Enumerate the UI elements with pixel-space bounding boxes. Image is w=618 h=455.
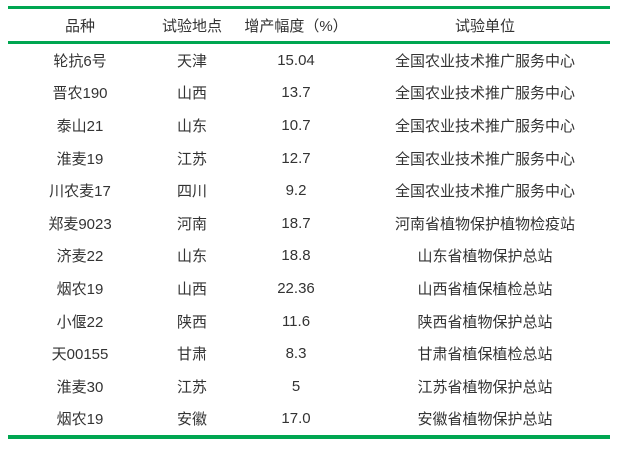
- cell-trial-unit: 安徽省植物保护总站: [417, 411, 553, 429]
- cell-trial-location: 江苏: [176, 150, 207, 168]
- table-row: 天00155 甘肃 8.3 甘肃省植保植检总站: [8, 337, 610, 370]
- cell-trial-unit: 全国农业技术推广服务中心: [394, 85, 575, 103]
- cell-variety: 济麦22: [56, 248, 104, 266]
- cell-trial-location: 山西: [176, 280, 207, 298]
- table-row: 淮麦30 江苏 5 江苏省植物保护总站: [8, 370, 610, 403]
- cell-trial-location: 河南: [176, 215, 207, 233]
- table-row: 烟农19 安徽 17.0 安徽省植物保护总站: [8, 403, 610, 438]
- table-row: 晋农190 山西 13.7 全国农业技术推广服务中心: [8, 77, 610, 110]
- cell-variety: 郑麦9023: [48, 215, 112, 233]
- cell-trial-location: 甘肃: [176, 346, 207, 364]
- cell-trial-unit: 陕西省植物保护总站: [417, 313, 553, 331]
- header-yield-increase: 增产幅度（%）: [244, 17, 348, 35]
- cell-yield-increase: 13.7: [281, 84, 311, 102]
- cell-yield-increase: 18.7: [281, 214, 311, 232]
- cell-variety: 川农麦17: [49, 183, 111, 201]
- wheat-trial-table: 品种 试验地点 增产幅度（%） 试验单位 轮抗6号 天津 15.04 全国农业技术推广…: [8, 6, 610, 440]
- table-row: 烟农19 山西 22.36 山西省植保植检总站: [8, 272, 610, 305]
- cell-variety: 轮抗6号: [53, 52, 107, 70]
- cell-trial-unit: 河南省植物保护植物检疫站: [394, 215, 575, 233]
- cell-trial-unit: 山东省植物保护总站: [417, 248, 553, 266]
- cell-variety: 淮麦19: [56, 150, 104, 168]
- cell-trial-location: 山东: [176, 248, 207, 266]
- cell-yield-increase: 9.2: [285, 182, 307, 200]
- cell-trial-location: 陕西: [176, 313, 207, 331]
- cell-variety: 天00155: [51, 346, 109, 364]
- cell-trial-unit: 全国农业技术推广服务中心: [394, 150, 575, 168]
- cell-variety: 晋农190: [52, 85, 108, 103]
- header-trial-location: 试验地点: [161, 17, 222, 35]
- cell-trial-unit: 全国农业技术推广服务中心: [394, 117, 575, 135]
- cell-trial-unit: 全国农业技术推广服务中心: [394, 183, 575, 201]
- cell-trial-location: 安徽: [176, 411, 207, 429]
- cell-trial-location: 山东: [176, 117, 207, 135]
- cell-trial-unit: 甘肃省植保植检总站: [417, 346, 553, 364]
- table-row: 小偃22 陕西 11.6 陕西省植物保护总站: [8, 305, 610, 338]
- cell-yield-increase: 5: [291, 377, 301, 395]
- cell-variety: 小偃22: [56, 313, 104, 331]
- cell-trial-unit: 全国农业技术推广服务中心: [394, 52, 575, 70]
- cell-variety: 淮麦30: [56, 378, 104, 396]
- cell-variety: 烟农19: [56, 280, 104, 298]
- cell-trial-unit: 山西省植保植检总站: [417, 280, 553, 298]
- header-row: 品种 试验地点 增产幅度（%） 试验单位: [8, 8, 610, 43]
- cell-yield-increase: 11.6: [281, 312, 311, 330]
- cell-yield-increase: 15.04: [277, 51, 315, 69]
- cell-trial-location: 天津: [176, 52, 207, 70]
- cell-trial-unit: 江苏省植物保护总站: [417, 378, 553, 396]
- table-row: 淮麦19 江苏 12.7 全国农业技术推广服务中心: [8, 142, 610, 175]
- cell-trial-location: 江苏: [176, 378, 207, 396]
- cell-trial-location: 山西: [176, 85, 207, 103]
- table-row: 泰山21 山东 10.7 全国农业技术推广服务中心: [8, 109, 610, 142]
- table-row: 济麦22 山东 18.8 山东省植物保护总站: [8, 240, 610, 273]
- cell-yield-increase: 17.0: [281, 410, 311, 428]
- cell-yield-increase: 12.7: [281, 149, 311, 167]
- cell-yield-increase: 10.7: [281, 116, 311, 134]
- table-row: 轮抗6号 天津 15.04 全国农业技术推广服务中心: [8, 43, 610, 77]
- cell-yield-increase: 8.3: [285, 345, 307, 363]
- cell-yield-increase: 22.36: [277, 279, 315, 297]
- cell-variety: 烟农19: [56, 411, 104, 429]
- table-body: 轮抗6号 天津 15.04 全国农业技术推广服务中心 晋农190 山西 13.7 全国农业技术…: [8, 43, 610, 438]
- document-page: 品种 试验地点 增产幅度（%） 试验单位 轮抗6号 天津 15.04 全国农业技术推广…: [0, 6, 618, 455]
- cell-trial-location: 四川: [176, 183, 207, 201]
- header-trial-unit: 试验单位: [454, 17, 515, 35]
- header-variety: 品种: [64, 17, 95, 35]
- cell-yield-increase: 18.8: [281, 247, 311, 265]
- table-row: 川农麦17 四川 9.2 全国农业技术推广服务中心: [8, 174, 610, 207]
- cell-variety: 泰山21: [56, 117, 104, 135]
- table-row: 郑麦9023 河南 18.7 河南省植物保护植物检疫站: [8, 207, 610, 240]
